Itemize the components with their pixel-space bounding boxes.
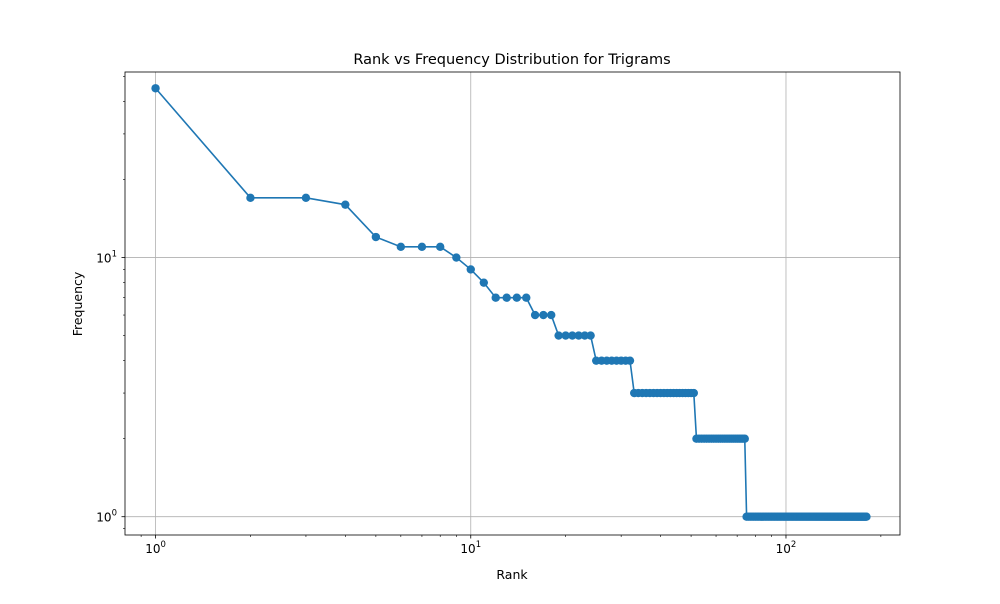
data-point bbox=[561, 331, 570, 340]
data-point bbox=[740, 434, 749, 443]
data-point bbox=[554, 331, 563, 340]
x-tick-label: 101 bbox=[460, 540, 481, 556]
data-point bbox=[689, 388, 698, 398]
data-point bbox=[396, 242, 406, 252]
data-point bbox=[574, 331, 583, 340]
data-point bbox=[580, 331, 589, 340]
data-point bbox=[539, 310, 548, 320]
data-point bbox=[530, 310, 540, 320]
y-tick-label: 101 bbox=[96, 250, 117, 266]
data-point bbox=[586, 331, 595, 340]
data-point bbox=[512, 293, 522, 302]
data-point bbox=[625, 356, 635, 365]
x-axis-label: Rank bbox=[496, 567, 528, 582]
data-point bbox=[452, 253, 461, 262]
data-point bbox=[479, 278, 489, 287]
data-point bbox=[151, 84, 160, 93]
data-point bbox=[568, 331, 577, 340]
data-point bbox=[371, 232, 381, 242]
data-point bbox=[862, 512, 871, 521]
plot-frame bbox=[124, 71, 901, 536]
axis-ticks: 100 101 102 100 101 bbox=[96, 76, 882, 556]
series-trigram-frequency bbox=[151, 84, 871, 521]
x-tick-label: 100 bbox=[145, 540, 166, 556]
data-point bbox=[491, 293, 500, 302]
data-point bbox=[417, 242, 427, 252]
data-point bbox=[341, 200, 350, 209]
chart-title: Rank vs Frequency Distribution for Trigr… bbox=[353, 52, 670, 68]
data-point bbox=[522, 293, 531, 302]
x-tick-label: 102 bbox=[776, 540, 797, 556]
data-point bbox=[466, 265, 475, 274]
data-point bbox=[502, 293, 511, 302]
data-point bbox=[547, 310, 556, 320]
data-point bbox=[246, 193, 255, 203]
data-point bbox=[436, 242, 445, 252]
y-tick-label: 100 bbox=[96, 509, 117, 525]
y-axis-label: Frequency bbox=[70, 271, 85, 336]
data-point bbox=[301, 193, 311, 203]
